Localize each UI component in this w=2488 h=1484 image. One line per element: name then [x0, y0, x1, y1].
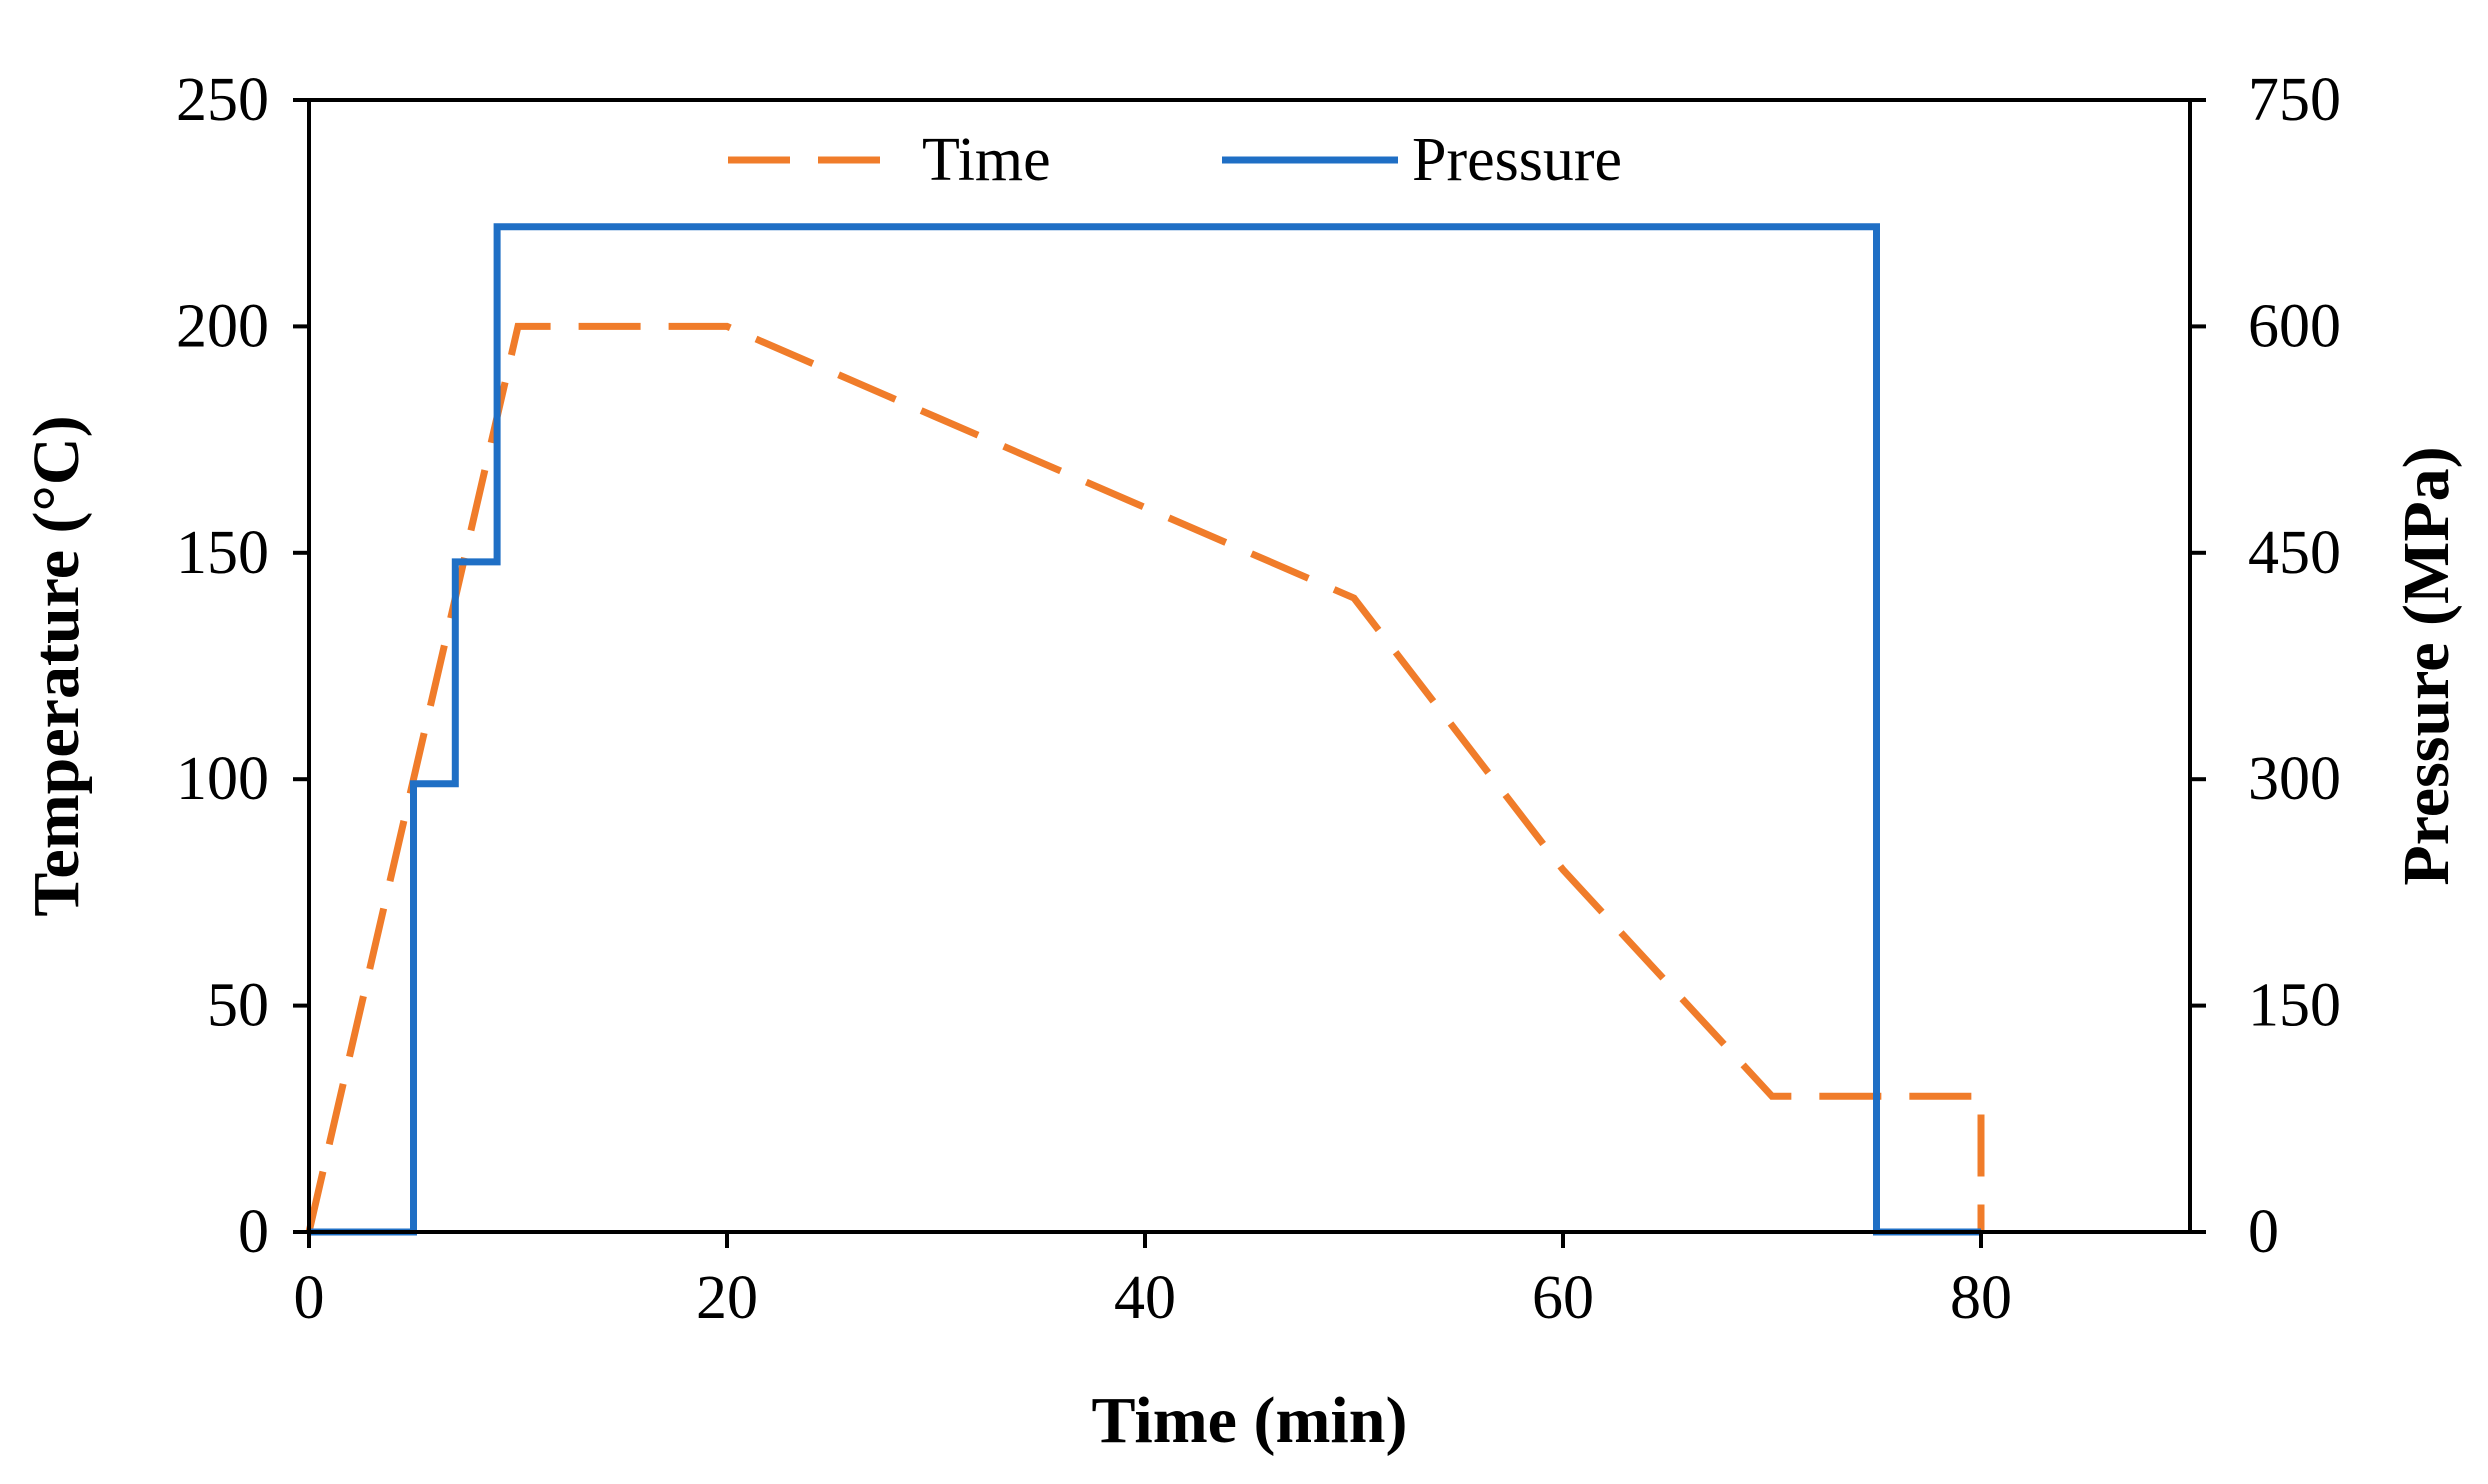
x-tick-label: 60 [1532, 1264, 1594, 1332]
y-left-tick-label: 250 [176, 66, 269, 134]
y-right-tick-label: 150 [2248, 972, 2341, 1040]
y-left-tick-label: 0 [238, 1198, 269, 1266]
y-right-tick-label: 750 [2248, 66, 2341, 134]
y-axis-left-title: Temperature (°C) [20, 415, 93, 916]
y-axis-right-title: Pressure (MPa) [2390, 446, 2463, 885]
series-line-time [305, 322, 1985, 1233]
y-left-tick-label: 200 [176, 292, 269, 360]
legend-label-pressure: Pressure [1412, 126, 1622, 194]
y-right-tick-label: 0 [2248, 1198, 2279, 1266]
y-left-tick-label: 50 [207, 972, 269, 1040]
y-right-tick-label: 450 [2248, 519, 2341, 587]
y-left-tick-label: 100 [176, 745, 269, 813]
x-tick-label: 80 [1950, 1264, 2012, 1332]
plot-area-frame [307, 98, 2192, 1234]
y-right-tick-label: 600 [2248, 292, 2341, 360]
x-tick-label: 0 [294, 1264, 325, 1332]
x-axis-title: Time (min) [1092, 1384, 1408, 1457]
y-left-tick-label: 150 [176, 519, 269, 587]
series-layer [305, 223, 1985, 1236]
legend-label-time: Time [922, 126, 1051, 194]
x-tick-label: 20 [696, 1264, 758, 1332]
y-right-tick-label: 300 [2248, 745, 2341, 813]
series-line-pressure [309, 223, 1981, 1236]
axes-layer: 0 20 40 60 80 0 50 100 150 200 250 0 150 300 450 600 750 [176, 66, 2341, 1332]
x-tick-label: 40 [1114, 1264, 1176, 1332]
legend: Time Pressure [728, 126, 1622, 194]
